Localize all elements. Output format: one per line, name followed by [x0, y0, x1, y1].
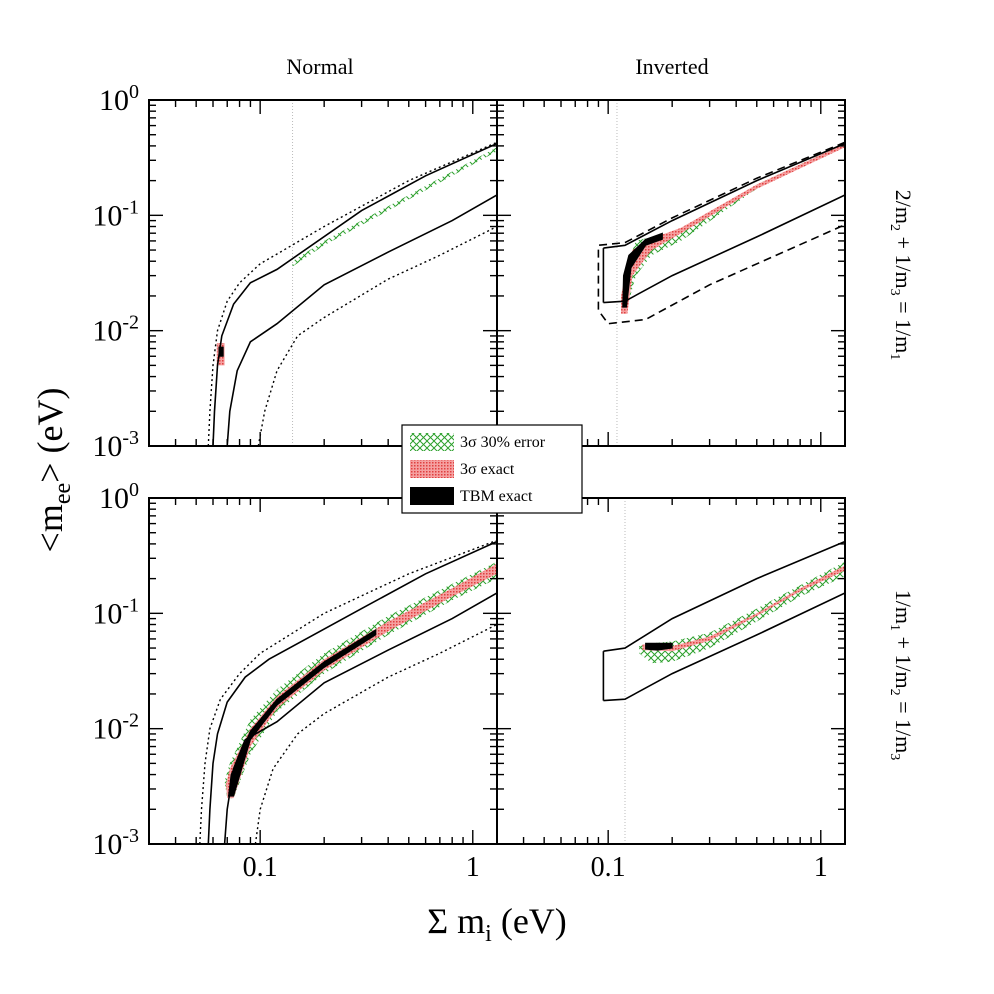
- legend-swatch-green: [410, 433, 454, 451]
- ylabel-tail: > (eV): [30, 388, 70, 483]
- solid-lower-inverted-top: [603, 194, 845, 304]
- y-tick-label: 10-2: [92, 312, 139, 348]
- ylabel-main: <m: [30, 504, 70, 552]
- panel-plot-area-normal-top: [207, 100, 497, 446]
- red-region-inverted-top: [621, 143, 845, 314]
- x-tick-label: 1: [814, 852, 828, 883]
- panel-plot-area-inverted-top: [597, 100, 845, 446]
- legend-swatch-black: [410, 487, 454, 505]
- xlabel-tail: (eV): [492, 901, 567, 941]
- y-tick-base: 10: [99, 482, 129, 515]
- row-label-part: = 1/m: [891, 296, 916, 354]
- panel-frame-inverted-bottom: [496, 497, 846, 845]
- panels-layer: [148, 99, 846, 845]
- col-title-inverted: Inverted: [635, 54, 708, 79]
- ylabel-sub: ee: [50, 483, 76, 504]
- panel-frame-inverted-top: [496, 99, 846, 447]
- row-label-part: 3: [887, 753, 902, 760]
- black-region-inverted-bottom: [645, 642, 673, 651]
- row-label-part: 2: [887, 689, 902, 696]
- row-label-bottom: 1/m1 + 1/m2 = 1/m3: [887, 590, 916, 761]
- solid-upper-inverted-top: [603, 142, 845, 249]
- legend: 3σ 30% error 3σ exact TBM exact: [401, 424, 583, 514]
- solid-upper-inverted-bottom: [603, 540, 845, 652]
- y-tick-exponent: -1: [122, 196, 139, 218]
- col-title-normal: Normal: [286, 54, 353, 79]
- y-tick-base: 10: [92, 713, 122, 746]
- dotted-lower-normal-bottom: [254, 623, 497, 844]
- green-region-normal-bottom: [224, 561, 497, 799]
- y-tick-label: 10-3: [92, 825, 139, 861]
- row-label-part: + 1/m: [891, 231, 916, 289]
- svg-text:1/m1 + 1/m2 = 1/m3: 1/m1 + 1/m2 = 1/m3: [887, 590, 916, 761]
- legend-label-green: 3σ 30% error: [460, 434, 546, 451]
- legend-label-red: 3σ exact: [460, 461, 515, 478]
- y-tick-exponent: -1: [122, 594, 139, 616]
- panel-inverted-bottom: [496, 497, 846, 845]
- row-label-top: 2/m2 + 1/m3 = 1/m1: [887, 190, 916, 361]
- solid-lower-normal-top: [226, 194, 497, 446]
- xlabel-main: Σ m: [427, 901, 485, 941]
- x-tick-label: 0.1: [243, 852, 278, 883]
- legend-label-black: TBM exact: [460, 488, 533, 505]
- y-tick-label: 10-2: [92, 710, 139, 746]
- xlabel-sub: i: [485, 921, 492, 947]
- y-tick-base: 10: [92, 828, 122, 861]
- row-label-part: 2: [887, 224, 902, 231]
- solid-upper-normal-top: [212, 142, 497, 446]
- solid-lower-inverted-bottom: [603, 592, 845, 702]
- row-label-part: + 1/m: [891, 631, 916, 689]
- dotted-upper-normal-top: [207, 141, 497, 446]
- panel-plot-area-normal-bottom: [199, 539, 497, 844]
- y-tick-exponent: -3: [122, 427, 139, 449]
- row-label-part: 3: [887, 289, 902, 296]
- y-tick-exponent: -2: [122, 312, 139, 334]
- y-tick-label: 100: [99, 479, 139, 515]
- legend-swatch-red: [410, 460, 454, 478]
- y-tick-label: 10-1: [92, 196, 139, 232]
- y-tick-exponent: -3: [122, 825, 139, 847]
- row-label-part: = 1/m: [891, 696, 916, 754]
- y-tick-base: 10: [92, 199, 122, 232]
- dashed-boundary-inverted-top: [597, 141, 845, 325]
- y-tick-exponent: -2: [122, 710, 139, 732]
- green-region-inverted-bottom: [639, 561, 845, 664]
- x-tick-label: 1: [466, 852, 480, 883]
- green-region-normal-top: [292, 147, 497, 267]
- row-label-part: 1/m: [891, 590, 916, 624]
- red-region-normal-bottom: [225, 563, 497, 799]
- solid-upper-normal-bottom: [207, 540, 497, 844]
- black-region-inverted-top: [622, 232, 663, 308]
- svg-text:2/m2 + 1/m3 = 1/m1: 2/m2 + 1/m3 = 1/m1: [887, 190, 916, 361]
- panel-normal-top: [148, 99, 498, 447]
- y-tick-base: 10: [99, 84, 129, 117]
- y-tick-label: 100: [99, 81, 139, 117]
- y-tick-label: 10-1: [92, 594, 139, 630]
- panel-plot-area-inverted-bottom: [602, 498, 845, 844]
- y-tick-base: 10: [92, 430, 122, 463]
- y-tick-base: 10: [92, 597, 122, 630]
- panel-inverted-top: [496, 99, 846, 447]
- svg-text:<mee> (eV): <mee> (eV): [30, 388, 76, 553]
- green-region-inverted-top: [623, 143, 845, 302]
- x-tick-label: 0.1: [591, 852, 626, 883]
- row-label-part: 1: [887, 624, 902, 631]
- y-tick-exponent: 0: [129, 479, 139, 501]
- x-axis-label: Σ mi (eV): [427, 901, 567, 947]
- solid-lower-normal-bottom: [223, 592, 497, 844]
- y-tick-base: 10: [92, 315, 122, 348]
- dotted-lower-normal-top: [257, 225, 497, 446]
- panel-frame-normal-top: [148, 99, 498, 447]
- panel-normal-bottom: [148, 497, 498, 845]
- y-tick-label: 10-3: [92, 427, 139, 463]
- row-label-part: 1: [887, 353, 902, 360]
- y-axis-label: <mee> (eV): [30, 388, 76, 553]
- y-tick-exponent: 0: [129, 81, 139, 103]
- row-label-part: 2/m: [891, 190, 916, 224]
- dotted-upper-normal-bottom: [199, 539, 497, 844]
